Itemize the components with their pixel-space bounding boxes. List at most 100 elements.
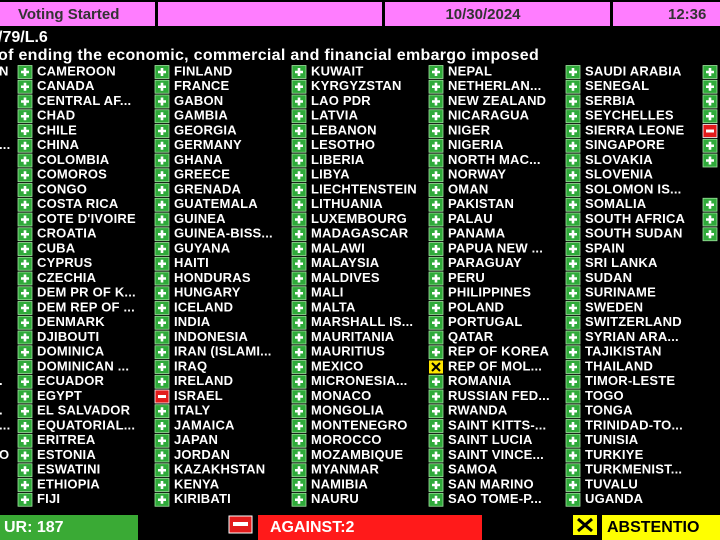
country-name: SOUTH SUDAN: [585, 226, 683, 241]
country-name: CUBA: [37, 240, 76, 255]
vote-icon-plus: [295, 186, 303, 194]
country-name: GABON: [174, 93, 223, 108]
country-name: MAURITANIA: [311, 329, 395, 344]
vote-icon-plus: [569, 230, 577, 239]
country-name: FRANCE: [174, 78, 229, 93]
country-name: PAPUA NEW ...: [448, 240, 543, 255]
country-name: LESOTHO: [311, 137, 375, 152]
vote-icon-plus: [21, 112, 29, 121]
vote-icon-plus: [158, 466, 166, 475]
country-name: ESTONIA: [37, 447, 96, 462]
vote-icon-plus: [158, 451, 166, 460]
vote-icon-plus: [21, 392, 29, 401]
vote-icon-plus: [158, 304, 166, 312]
vote-icon-plus: [432, 407, 440, 416]
vote-icon-plus: [432, 230, 440, 239]
vote-icon-plus: [569, 495, 577, 504]
country-name: GRENADA: [174, 181, 242, 196]
country-name: MALI: [311, 285, 344, 300]
country-name: SAO TOME-P...: [448, 491, 542, 506]
country-name: SUDAN: [585, 270, 632, 285]
vote-icon-plus: [295, 289, 303, 298]
vote-icon-plus: [569, 186, 577, 194]
vote-icon-minus: [158, 395, 166, 398]
vote-icon-plus: [295, 156, 303, 165]
country-name: NIGER: [448, 122, 491, 137]
vote-icon-plus: [432, 97, 440, 106]
vote-icon-plus: [569, 112, 577, 121]
vote-icon-plus: [295, 127, 303, 135]
country-name: SAN MARINO: [448, 476, 534, 491]
vote-icon-plus: [569, 274, 577, 283]
country-name: DJIBOUTI: [37, 329, 99, 344]
vote-icon-plus: [158, 112, 166, 121]
country-name: SOMALIA: [585, 196, 647, 211]
vote-icon-plus: [295, 97, 303, 106]
vote-icon-plus: [158, 259, 166, 268]
country-name: SAUDI ARABIA: [585, 63, 682, 78]
country-name: .: [0, 403, 3, 418]
document-symbol: /79/L.6: [0, 29, 48, 46]
status: Voting Started: [18, 6, 119, 23]
country-name: OMAN: [448, 181, 489, 196]
vote-icon-plus: [21, 127, 29, 135]
country-name: LIECHTENSTEIN: [311, 181, 417, 196]
vote-icon-plus: [295, 200, 303, 209]
vote-icon-plus: [432, 304, 440, 312]
country-name: SWEDEN: [585, 299, 643, 314]
status-box: [0, 2, 155, 26]
no-total: AGAINST:2: [270, 519, 355, 536]
vote-icon-plus: [158, 245, 166, 253]
country-name: SPAIN: [585, 240, 625, 255]
country-name: FINLAND: [174, 63, 232, 78]
country-name: ERITREA: [37, 432, 96, 447]
country-name: NETHERLAN...: [448, 78, 541, 93]
abstain-total-box: [602, 515, 720, 540]
country-name: MOROCCO: [311, 432, 382, 447]
country-name: O: [0, 447, 9, 462]
vote-icon-plus: [295, 436, 303, 445]
vote-icon-plus: [432, 348, 440, 357]
vote-icon-plus: [158, 82, 166, 91]
vote-icon-plus: [569, 127, 577, 135]
country-name: SAINT LUCIA: [448, 432, 533, 447]
country-name: CZECHIA: [37, 270, 97, 285]
country-name: DEM PR OF K...: [37, 285, 136, 300]
country-name: HONDURAS: [174, 270, 251, 285]
country-name: KYRGYZSTAN: [311, 78, 402, 93]
vote-icon-plus: [295, 259, 303, 268]
country-name: INDONESIA: [174, 329, 248, 344]
country-name: MARSHALL IS...: [311, 314, 413, 329]
vote-icon-x: [431, 362, 441, 372]
vote-icon-plus: [569, 245, 577, 253]
vote-icon-plus: [432, 451, 440, 460]
yes-total-box: [0, 515, 138, 540]
vote-icon-plus: [432, 141, 440, 150]
vote-icon-plus: [21, 304, 29, 312]
country-name: QATAR: [448, 329, 494, 344]
country-name: POLAND: [448, 299, 504, 314]
vote-icon-plus: [706, 215, 714, 224]
country-name: REP OF KOREA: [448, 344, 550, 359]
country-name: NORWAY: [448, 167, 506, 182]
country-name: REP OF MOL...: [448, 358, 542, 373]
vote-icon-plus: [432, 245, 440, 253]
resolution-title: of ending the economic, commercial and f…: [0, 47, 539, 64]
vote-icon-plus: [21, 348, 29, 357]
country-name: EL SALVADOR: [37, 403, 131, 418]
vote-icon-plus: [432, 422, 440, 430]
country-name: CHILE: [37, 122, 77, 137]
vote-icon-plus: [158, 215, 166, 224]
vote-icon-plus: [21, 68, 29, 76]
country-name: SYRIAN ARA...: [585, 329, 679, 344]
country-name: PAKISTAN: [448, 196, 514, 211]
country-name: NORTH MAC...: [448, 152, 541, 167]
vote-icon-plus: [569, 407, 577, 416]
vote-icon-plus: [569, 318, 577, 327]
vote-icon-plus: [158, 274, 166, 283]
vote-icon-plus: [569, 215, 577, 224]
vote-icon-plus: [706, 97, 714, 106]
vote-icon-plus: [295, 82, 303, 91]
vote-icon-plus: [158, 363, 166, 371]
date-box: [385, 2, 610, 26]
